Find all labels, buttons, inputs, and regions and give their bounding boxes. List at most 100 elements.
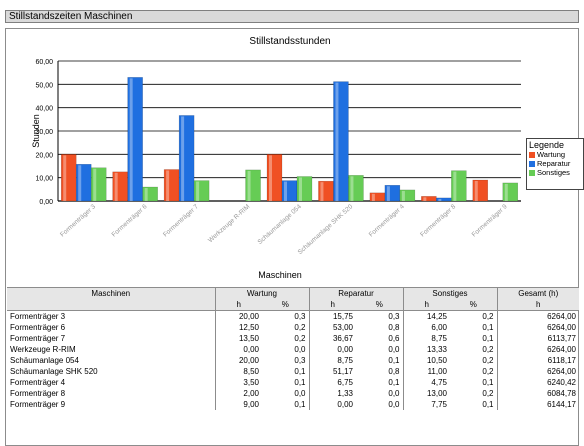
bar-highlight	[371, 193, 375, 201]
cell-gesamt-h: 6264,00	[496, 322, 579, 333]
cell-name: Schäumanlage 054	[10, 356, 79, 365]
column-header-wartung[interactable]: Wartung	[214, 287, 309, 299]
cell-name: Formenträger 8	[10, 389, 66, 398]
subheader-empty	[7, 299, 215, 311]
cell-reparatur-pct: 0,8	[388, 323, 400, 332]
cell-reparatur-h: 6,75	[308, 377, 356, 388]
cell-wartung-pct: 0,3	[294, 312, 306, 321]
cell-wartung-h: 8,50	[214, 366, 262, 377]
bar-highlight	[129, 78, 133, 201]
legend-title: Legende	[529, 140, 565, 150]
bar-highlight	[93, 168, 97, 201]
cell-sonstiges-pct: 0,1	[482, 378, 494, 387]
table-row[interactable]: Werkzeuge R-RIM 0,00 0,0 0,00 0,0 13,33 0,2 626…	[7, 344, 579, 355]
cell-reparatur-pct: 0,0	[388, 345, 400, 354]
legend-item-reparatur: Reparatur	[527, 159, 583, 168]
cell-wartung-h: 12,50	[214, 322, 262, 333]
bar-sonstiges	[142, 186, 158, 202]
cell-sonstiges-pct: 0,2	[482, 367, 494, 376]
x-tick-label: Formenträger 7	[162, 203, 200, 238]
y-tick-label: 0,00	[39, 199, 53, 206]
cell-reparatur-pct: 0,1	[388, 356, 400, 365]
table-row[interactable]: Schäumanlage 054 20,00 0,3 8,75 0,1 10,50 0,2 6…	[7, 355, 579, 366]
cell-reparatur-pct: 0,0	[388, 389, 400, 398]
bar-highlight	[386, 186, 390, 201]
cell-wartung-pct: 0,0	[294, 345, 306, 354]
bar-highlight	[453, 171, 457, 201]
subheader-sonstiges-pct: %	[450, 299, 497, 311]
cell-wartung-pct: 0,2	[294, 334, 306, 343]
cell-gesamt-h: 6264,00	[496, 310, 579, 322]
cell-reparatur-h: 1,33	[308, 388, 356, 399]
bar-highlight	[78, 165, 82, 201]
table-row[interactable]: Schäumanlage SHK 520 8,50 0,1 51,17 0,8 11,00…	[7, 366, 579, 377]
bar-reparatur	[333, 81, 349, 202]
bar-highlight	[144, 188, 148, 201]
table-row[interactable]: Formenträger 7 13,50 0,2 36,67 0,6 8,75 0,1 611…	[7, 333, 579, 344]
cell-reparatur-h: 8,75	[308, 355, 356, 366]
subheader-wartung-pct: %	[262, 299, 309, 311]
cell-name: Formenträger 9	[10, 400, 66, 409]
table-row[interactable]: Formenträger 8 2,00 0,0 1,33 0,0 13,00 0,2 6084…	[7, 388, 579, 399]
cell-sonstiges-pct: 0,2	[482, 312, 494, 321]
x-tick-label: Werkzeuge R-RIM	[207, 203, 251, 244]
bar-highlight	[350, 176, 354, 201]
cell-wartung-h: 9,00	[214, 399, 262, 410]
cell-wartung-pct: 0,1	[294, 400, 306, 409]
column-header-gesamt[interactable]: Gesamt (h)	[496, 287, 579, 299]
column-header-maschinen[interactable]: Maschinen	[7, 287, 215, 299]
cell-reparatur-h: 51,17	[308, 366, 356, 377]
x-tick-label: Formenträger 4	[368, 203, 406, 238]
downtime-chart: Stillstandsstunden 0,00 10,00 20,00 30,00 40,…	[31, 36, 521, 280]
y-tick-label: 20,00	[35, 152, 53, 159]
cell-sonstiges-h: 6,00	[402, 322, 450, 333]
cell-sonstiges-h: 11,00	[402, 366, 450, 377]
table-subheader-row: h % h % h % h	[7, 299, 579, 311]
x-tick-label: Schäumanlage SHK 520	[297, 203, 355, 256]
column-header-sonstiges[interactable]: Sonstiges	[402, 287, 497, 299]
cell-gesamt-h: 6084,78	[496, 388, 579, 399]
column-header-reparatur[interactable]: Reparatur	[308, 287, 403, 299]
subheader-gesamt-h: h	[496, 299, 579, 311]
cell-sonstiges-h: 8,75	[402, 333, 450, 344]
downtime-table: Maschinen Wartung Reparatur Sonstiges Ge…	[7, 287, 579, 410]
cell-reparatur-pct: 0,3	[388, 312, 400, 321]
chart-title: Stillstandsstunden	[249, 36, 330, 47]
cell-gesamt-h: 6118,17	[496, 355, 579, 366]
y-tick-label: 10,00	[35, 176, 53, 183]
bar-highlight	[401, 190, 405, 201]
x-tick-label: Schäumanlage 054	[257, 203, 304, 246]
cell-wartung-h: 20,00	[214, 355, 262, 366]
table-row[interactable]: Formenträger 9 9,00 0,1 0,00 0,0 7,75 0,1 6144,…	[7, 399, 579, 410]
cell-name: Formenträger 3	[10, 312, 66, 321]
bar-sonstiges	[245, 169, 261, 202]
cell-gesamt-h: 6144,17	[496, 399, 579, 410]
legend-item-sonstiges: Sonstiges	[527, 168, 583, 177]
bar-highlight	[247, 170, 251, 201]
cell-reparatur-pct: 0,1	[388, 378, 400, 387]
cell-reparatur-pct: 0,8	[388, 367, 400, 376]
cell-gesamt-h: 6113,77	[496, 333, 579, 344]
cell-sonstiges-h: 10,50	[402, 355, 450, 366]
cell-wartung-pct: 0,2	[294, 323, 306, 332]
table-row[interactable]: Formenträger 6 12,50 0,2 53,00 0,8 6,00 0,1 626…	[7, 322, 579, 333]
bar-wartung	[266, 154, 283, 202]
table-row[interactable]: Formenträger 4 3,50 0,1 6,75 0,1 4,75 0,1 6240,…	[7, 377, 579, 388]
cell-wartung-h: 13,50	[214, 333, 262, 344]
bar-highlight	[166, 170, 170, 201]
cell-gesamt-h: 6264,00	[496, 366, 579, 377]
bar-wartung	[472, 179, 489, 202]
cell-sonstiges-pct: 0,1	[482, 323, 494, 332]
cell-wartung-h: 20,00	[214, 310, 262, 322]
table-row[interactable]: Formenträger 3 20,00 0,3 15,75 0,3 14,25 0,2 62…	[7, 310, 579, 322]
cell-sonstiges-pct: 0,2	[482, 356, 494, 365]
chart-legend: Legende Wartung Reparatur Sonstiges	[526, 138, 584, 190]
bar-highlight	[299, 177, 302, 201]
cell-reparatur-h: 0,00	[308, 399, 356, 410]
cell-sonstiges-h: 7,75	[402, 399, 450, 410]
cell-sonstiges-h: 13,33	[402, 344, 450, 355]
bar-highlight	[335, 82, 339, 201]
y-axis-label: Stunden	[31, 114, 41, 148]
bar-highlight	[423, 197, 427, 201]
legend-swatch-wartung	[529, 152, 535, 158]
